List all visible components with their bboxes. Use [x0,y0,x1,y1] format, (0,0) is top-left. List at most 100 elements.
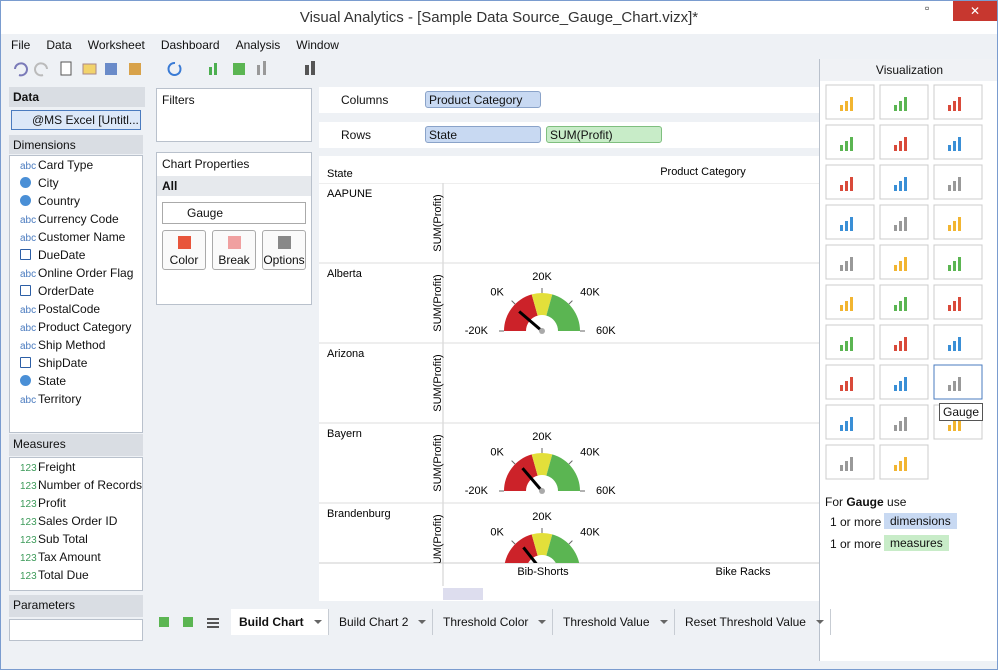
glyph [845,421,848,431]
chart-type-button[interactable] [879,324,929,360]
menu-item[interactable]: File [11,38,31,52]
property-button[interactable]: Options [262,230,306,270]
chart-type-button[interactable] [825,124,875,160]
chart-type-button[interactable] [933,164,983,200]
menu-item[interactable]: Dashboard [160,38,220,52]
glyph [958,377,961,391]
glyph [904,377,907,391]
glyph [845,461,848,471]
chart-type-button[interactable] [825,84,875,120]
glyph [850,337,853,351]
menu-item[interactable]: Analysis [235,38,281,52]
field[interactable]: State [20,372,66,390]
chart-type-button[interactable] [825,284,875,320]
property-button[interactable]: Break [212,230,256,270]
gauge-tick-label: 40K [580,287,600,299]
chart-type-button[interactable] [879,244,929,280]
scrollbar[interactable] [443,588,483,600]
field[interactable]: 123Sales Order ID [20,512,117,530]
usage-text: For Gauge use [825,495,906,509]
column-pill[interactable]: Product Category [425,91,541,108]
glyph [850,217,853,231]
field[interactable]: 123Number of Records [20,476,142,494]
field[interactable]: Country [20,192,80,210]
chart-type-button[interactable] [825,444,875,480]
field[interactable]: abc Territory [20,390,81,408]
field[interactable]: abc Online Order Flag [20,264,133,282]
sheet-tab[interactable]: Threshold Value [555,609,675,635]
chart-type-button[interactable] [933,204,983,240]
field[interactable]: 123Sub Total [20,530,88,548]
chart-type-button[interactable] [933,284,983,320]
menu-bar: File Data Worksheet Dashboard Analysis Window [11,38,339,54]
field[interactable]: City [20,174,59,192]
menu-item[interactable]: Window [296,38,339,52]
field[interactable]: 123Tax Amount [20,548,101,566]
chart-type-button[interactable] [933,124,983,160]
field[interactable]: abc Ship Method [20,336,105,354]
chart-type-button[interactable] [933,324,983,360]
chart-type-button[interactable] [933,244,983,280]
field-icon [20,285,31,296]
mark-scope[interactable]: All [157,176,311,196]
chart-type-button[interactable] [879,284,929,320]
button-icon [178,236,191,249]
x-tick-label: Bike Racks [715,566,771,578]
data-header: Data [9,87,145,107]
glyph [845,381,848,391]
chart-type-button[interactable] [879,364,929,400]
chart-type-select[interactable]: Gauge [162,202,306,224]
row-pill[interactable]: State [425,126,541,143]
field[interactable]: ShipDate [20,354,87,372]
chart-type-button[interactable] [825,244,875,280]
field[interactable]: abc Card Type [20,156,93,174]
chart-type-button[interactable] [825,404,875,440]
maximize[interactable]: ▫ [925,1,930,15]
measures-list: 123Freight 123Number of Records 123Profit 1… [9,457,143,591]
property-button[interactable]: Color [162,230,206,270]
chart-type-button[interactable] [879,204,929,240]
sheet-tab[interactable]: Reset Threshold Value [677,609,831,635]
chart-type-button[interactable] [879,444,929,480]
field[interactable]: 123Profit [20,494,66,512]
sheet-tab[interactable]: Build Chart 2 [331,609,434,635]
rows-label: Rows [341,128,372,142]
sheet-tab[interactable]: Build Chart [231,609,329,635]
chart-type-button[interactable] [879,164,929,200]
chart-type-button[interactable] [933,364,983,400]
field[interactable]: abc Customer Name [20,228,125,246]
glyph [958,417,961,431]
chart-type-button[interactable] [879,124,929,160]
field-type: 123 [20,481,37,492]
field[interactable]: abc PostalCode [20,300,100,318]
data-source[interactable]: @MS Excel [Untitl... [11,110,141,130]
field[interactable]: 123Total Due [20,566,89,584]
chart-name: Gauge [846,495,884,509]
chart-type-button[interactable] [933,84,983,120]
field[interactable]: DueDate [20,246,85,264]
row-label: Brandenburg [327,508,391,520]
field-icon [20,375,31,386]
field[interactable]: abc Product Category [20,318,131,336]
field[interactable]: abc Currency Code [20,210,119,228]
field[interactable]: 123Freight [20,458,75,476]
chart-type-button[interactable] [825,324,875,360]
glyph [899,421,902,431]
chart-type-button[interactable] [825,164,875,200]
gauge-needle [521,467,544,492]
field[interactable]: OrderDate [20,282,94,300]
glyph [850,417,853,431]
chart-type-button[interactable] [879,404,929,440]
field-type: abc [20,233,37,244]
menu-item[interactable]: Data [46,38,72,52]
close[interactable]: ✕ [953,1,997,21]
sheet-tab[interactable]: Threshold Color [435,609,554,635]
filters-title: Filters [162,93,195,107]
chart-type-button[interactable] [825,364,875,400]
chart-type-button[interactable] [825,204,875,240]
row-pill[interactable]: SUM(Profit) [546,126,662,143]
glyph [845,261,848,271]
chart-type-button[interactable] [879,84,929,120]
gauge-needle [518,310,543,333]
menu-item[interactable]: Worksheet [87,38,145,52]
